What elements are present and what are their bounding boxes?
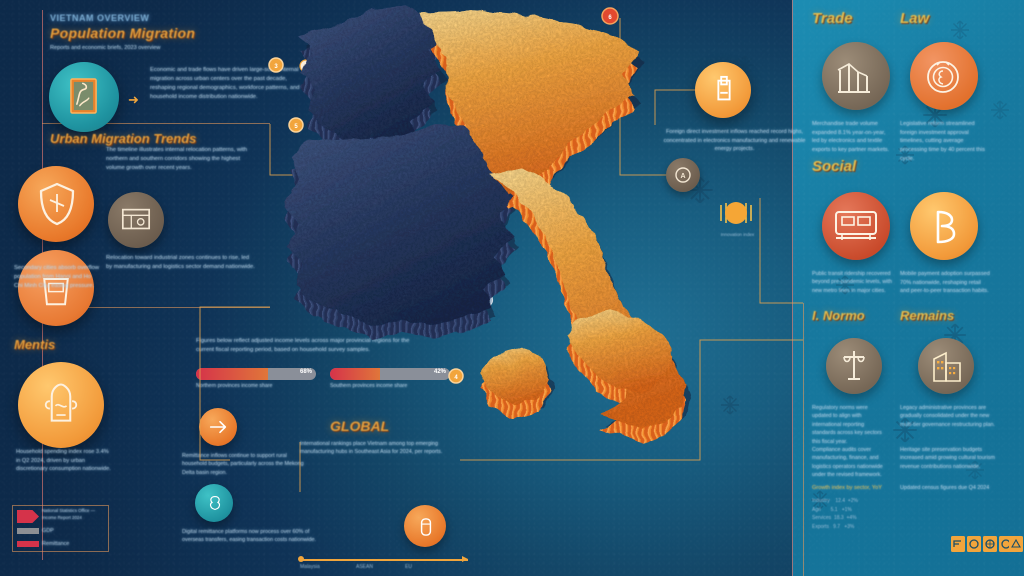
svg-text:A: A: [680, 173, 685, 180]
